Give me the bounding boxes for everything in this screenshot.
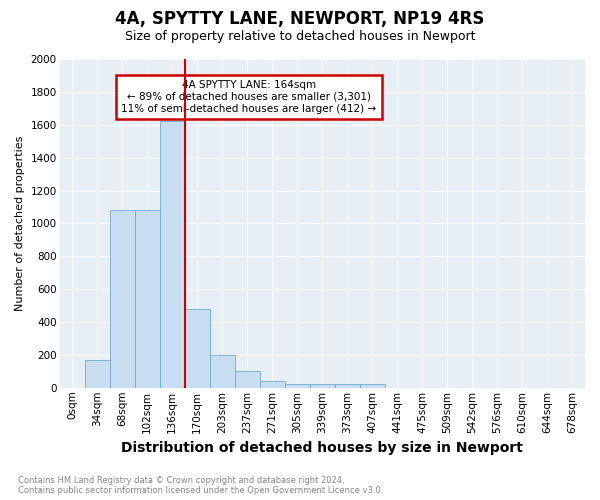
Text: 4A, SPYTTY LANE, NEWPORT, NP19 4RS: 4A, SPYTTY LANE, NEWPORT, NP19 4RS [115,10,485,28]
Bar [235,372,260,388]
Bar [360,384,385,388]
Bar [310,384,335,388]
Bar [260,381,285,388]
Text: Size of property relative to detached houses in Newport: Size of property relative to detached ho… [125,30,475,43]
Text: Contains HM Land Registry data © Crown copyright and database right 2024.
Contai: Contains HM Land Registry data © Crown c… [18,476,383,495]
Bar [285,384,310,388]
X-axis label: Distribution of detached houses by size in Newport: Distribution of detached houses by size … [121,441,523,455]
Bar [185,309,210,388]
Bar [335,384,360,388]
Bar [210,355,235,388]
Bar [85,360,110,388]
Y-axis label: Number of detached properties: Number of detached properties [15,136,25,311]
Bar [110,210,134,388]
Text: 4A SPYTTY LANE: 164sqm
← 89% of detached houses are smaller (3,301)
11% of semi-: 4A SPYTTY LANE: 164sqm ← 89% of detached… [121,80,376,114]
Bar [134,210,160,388]
Bar [160,122,185,388]
